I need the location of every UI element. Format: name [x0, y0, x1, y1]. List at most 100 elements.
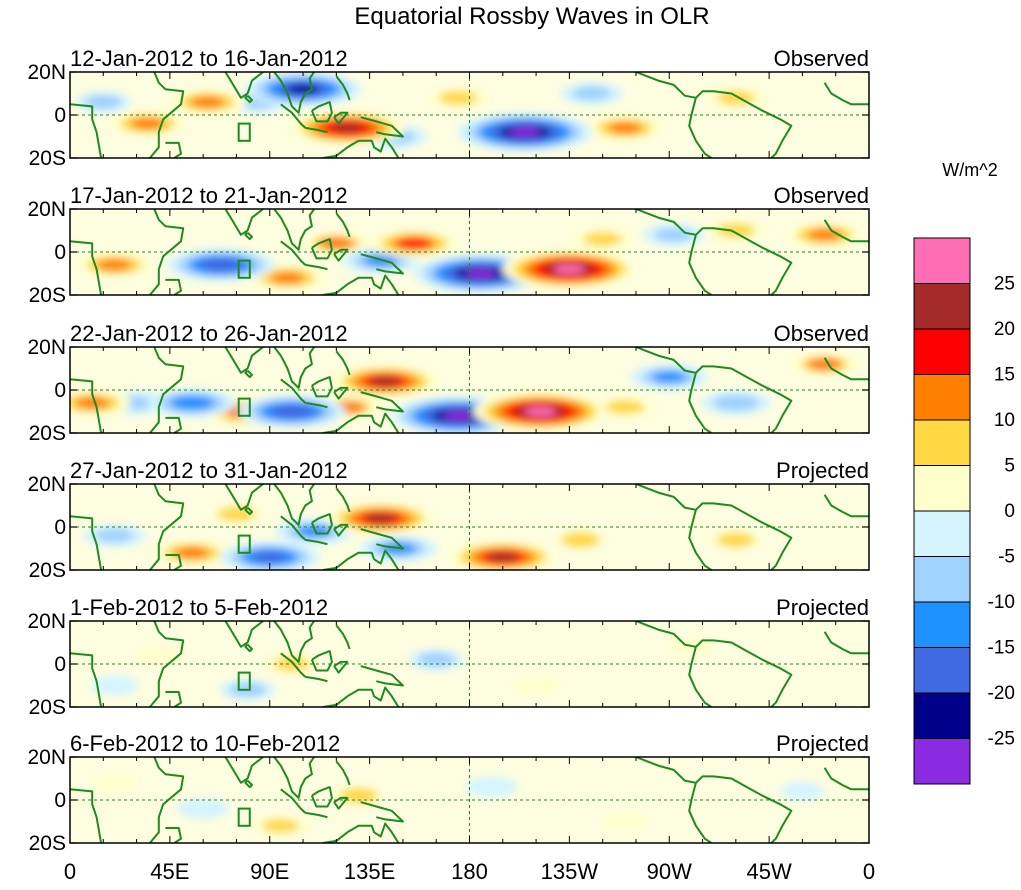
anomaly-feature	[700, 390, 771, 416]
anomaly-feature	[262, 653, 322, 675]
coastlines	[70, 72, 869, 158]
y-tick-label: 0	[54, 379, 66, 402]
coastline	[688, 234, 712, 295]
anomaly-feature	[473, 392, 608, 431]
anomaly-feature	[502, 249, 637, 289]
anomaly-feature	[83, 524, 146, 547]
coastline	[305, 126, 328, 134]
coastline	[305, 401, 328, 409]
colorbar-swatch	[913, 374, 971, 421]
y-tick-label: 20S	[29, 284, 66, 307]
coastline	[310, 513, 333, 535]
anomaly-feature	[708, 529, 764, 551]
coastlines	[70, 347, 869, 433]
coastline	[273, 757, 315, 799]
anomaly-contour	[516, 677, 556, 694]
anomaly-contour	[524, 406, 557, 417]
coastline	[310, 786, 333, 808]
coastline	[70, 515, 103, 570]
coastline	[149, 72, 185, 158]
anomaly-contour	[368, 376, 402, 387]
anomaly-contour	[718, 396, 754, 409]
x-tick-label: 135E	[344, 859, 395, 884]
anomaly-feature	[90, 773, 138, 793]
colorbar-swatch	[913, 738, 971, 785]
anomaly-contour	[606, 400, 643, 414]
anomaly-contour	[204, 259, 238, 270]
colorbar-swatch	[913, 465, 971, 512]
colorbar: 25 20 15 10 5 0 -5 -10 -15 -20 -25	[913, 237, 1015, 785]
panel-date-range: 27-Jan-2012 to 31-Jan-2012	[70, 458, 348, 483]
anomaly-contour	[486, 552, 519, 563]
coastline	[360, 391, 404, 413]
x-axis: 0 45E 90E 135E 180 135W 90W 45W 0	[64, 859, 875, 884]
anomaly-contour	[464, 268, 497, 279]
anomaly-contour	[174, 547, 210, 559]
anomaly-feature	[593, 395, 657, 419]
anomaly-contour	[782, 782, 823, 801]
coastline	[823, 219, 869, 243]
coastline	[635, 621, 697, 648]
panel-6: 20N 0 20S 6-Feb-2012 to 10-Feb-2012 Projecte…	[27, 731, 870, 855]
panel-4: 20N 0 20S 27-Jan-2012 to 31-Jan-2012 Project…	[27, 458, 870, 582]
anomaly-contour	[253, 552, 287, 563]
coastline	[695, 502, 793, 570]
anomaly-contour	[175, 397, 209, 409]
colorbar-swatch	[913, 556, 971, 603]
colorbar-swatch	[913, 283, 971, 330]
anomaly-feature	[704, 86, 768, 110]
coastline	[70, 240, 103, 295]
y-tick-label: 20N	[27, 746, 66, 769]
coastline	[688, 646, 712, 707]
y-tick-label: 20N	[27, 610, 66, 633]
anomaly-feature	[177, 798, 229, 819]
anomaly-contour	[364, 513, 397, 524]
anomaly-contour	[97, 259, 132, 271]
y-tick-label: 20N	[27, 473, 66, 496]
anomaly-feature	[75, 91, 131, 113]
coastline	[823, 357, 869, 381]
y-tick-label: 0	[54, 653, 66, 676]
coastline	[305, 675, 328, 683]
y-tick-label: 20S	[29, 559, 66, 582]
anomaly-contour	[652, 371, 687, 383]
colorbar-label: 15	[994, 365, 1015, 386]
coastline	[823, 767, 869, 791]
coastline	[335, 75, 351, 101]
panel-status: Observed	[774, 46, 869, 71]
coastline	[333, 660, 349, 674]
coastline	[635, 347, 697, 374]
x-tick-label: 90E	[250, 859, 289, 884]
coastline	[244, 94, 253, 104]
coastline	[360, 116, 404, 138]
coastline	[310, 238, 333, 260]
colorbar-label: -20	[988, 683, 1015, 704]
panel-date-range: 17-Jan-2012 to 21-Jan-2012	[70, 183, 348, 208]
colorbar-label: -10	[988, 592, 1015, 613]
panel-date-range: 12-Jan-2012 to 16-Jan-2012	[70, 46, 348, 71]
anomaly-contour	[573, 86, 610, 101]
anomaly-feature	[512, 675, 560, 696]
anomaly-contour	[807, 229, 842, 241]
index-box	[237, 534, 251, 554]
anomaly-feature	[75, 251, 154, 278]
anomaly-feature	[369, 229, 459, 258]
coastline	[305, 263, 328, 271]
coastline	[688, 372, 712, 433]
coastline	[244, 779, 253, 789]
coastline	[335, 487, 351, 513]
coastline	[335, 624, 351, 650]
panel-date-range: 1-Feb-2012 to 5-Feb-2012	[70, 595, 328, 620]
anomaly-contour	[190, 96, 225, 108]
coastline	[695, 775, 793, 843]
anomaly-contour	[605, 813, 645, 830]
anomaly-feature	[153, 539, 231, 566]
anomaly-feature	[780, 782, 825, 801]
coastlines	[70, 757, 869, 843]
y-tick-label: 20N	[27, 61, 66, 84]
anomaly-feature	[301, 231, 372, 256]
anomaly-feature	[237, 395, 346, 428]
coastline	[273, 484, 315, 526]
coastline	[280, 378, 306, 404]
